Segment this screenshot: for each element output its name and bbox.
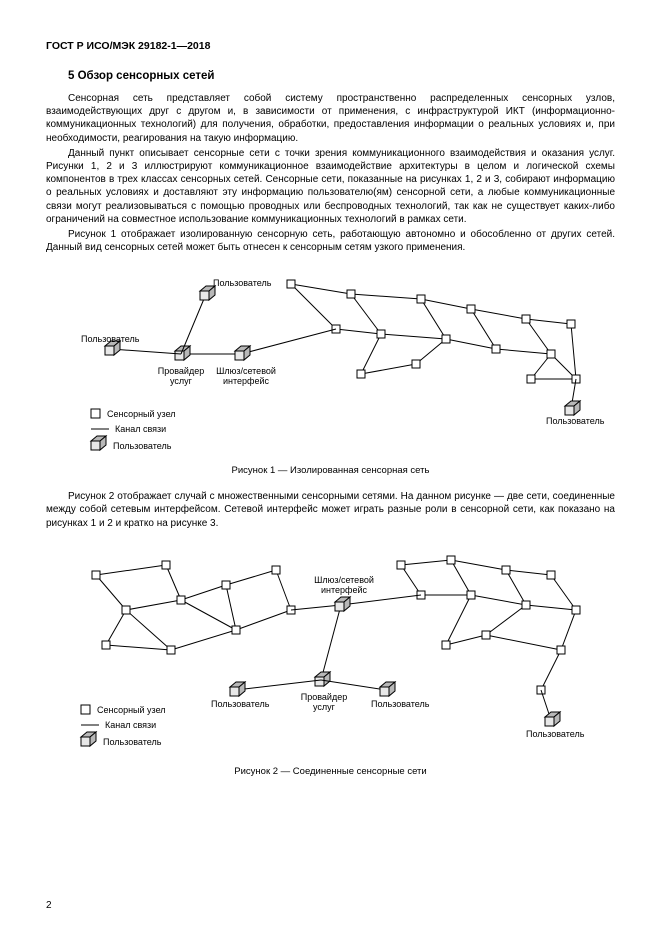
section-heading: Обзор сенсорных сетей [78, 70, 215, 82]
svg-text:Сенсорный узел: Сенсорный узел [97, 705, 166, 715]
svg-text:Сенсорный узел: Сенсорный узел [107, 409, 176, 419]
svg-text:интерфейс: интерфейс [223, 376, 269, 386]
figure-1: Провайдеруслуг Шлюз/сетевойинтерфейс Польз… [46, 264, 615, 459]
figure-2: Шлюз/сетевойинтерфейс Провайдеруслуг Польз… [46, 540, 615, 760]
svg-text:услуг: услуг [170, 376, 193, 386]
svg-text:Пользователь: Пользователь [371, 699, 430, 709]
paragraph-1: Сенсорная сеть представляет собой систем… [46, 92, 615, 145]
figure-2-caption: Рисунок 2 — Соединенные сенсорные сети [46, 766, 615, 777]
svg-text:Пользователь: Пользователь [81, 334, 140, 344]
svg-text:Провайдер: Провайдер [300, 692, 346, 702]
section-title: 5 Обзор сенсорных сетей [68, 70, 615, 82]
figure-1-caption: Рисунок 1 — Изолированная сенсорная сеть [46, 465, 615, 476]
svg-text:Пользователь: Пользователь [211, 699, 270, 709]
svg-text:Шлюз/сетевой: Шлюз/сетевой [314, 575, 374, 585]
figure-2-svg: Шлюз/сетевойинтерфейс Провайдеруслуг Польз… [51, 540, 611, 760]
svg-text:Пользователь: Пользователь [526, 729, 585, 739]
paragraph-3: Рисунок 1 отображает изолированную сенсо… [46, 228, 615, 254]
svg-text:Канал связи: Канал связи [115, 424, 166, 434]
doc-code: ГОСТ Р ИСО/МЭК 29182-1—2018 [46, 40, 615, 52]
svg-text:Пользователь: Пользователь [213, 278, 272, 288]
svg-text:Пользователь: Пользователь [546, 416, 605, 426]
svg-text:услуг: услуг [313, 702, 336, 712]
page: ГОСТ Р ИСО/МЭК 29182-1—2018 5 Обзор сенс… [0, 0, 661, 935]
paragraph-2: Данный пункт описывает сенсорные сети с … [46, 147, 615, 226]
svg-text:интерфейс: интерфейс [321, 585, 367, 595]
svg-text:Пользователь: Пользователь [103, 737, 162, 747]
svg-text:Провайдер: Провайдер [157, 366, 203, 376]
page-number: 2 [46, 900, 52, 911]
svg-text:Канал связи: Канал связи [105, 720, 156, 730]
svg-text:Шлюз/сетевой: Шлюз/сетевой [216, 366, 276, 376]
paragraph-4: Рисунок 2 отображает случай с множествен… [46, 490, 615, 530]
figure-1-svg: Провайдеруслуг Шлюз/сетевойинтерфейс Польз… [51, 264, 611, 459]
svg-text:Пользователь: Пользователь [113, 441, 172, 451]
section-number: 5 [68, 70, 74, 82]
